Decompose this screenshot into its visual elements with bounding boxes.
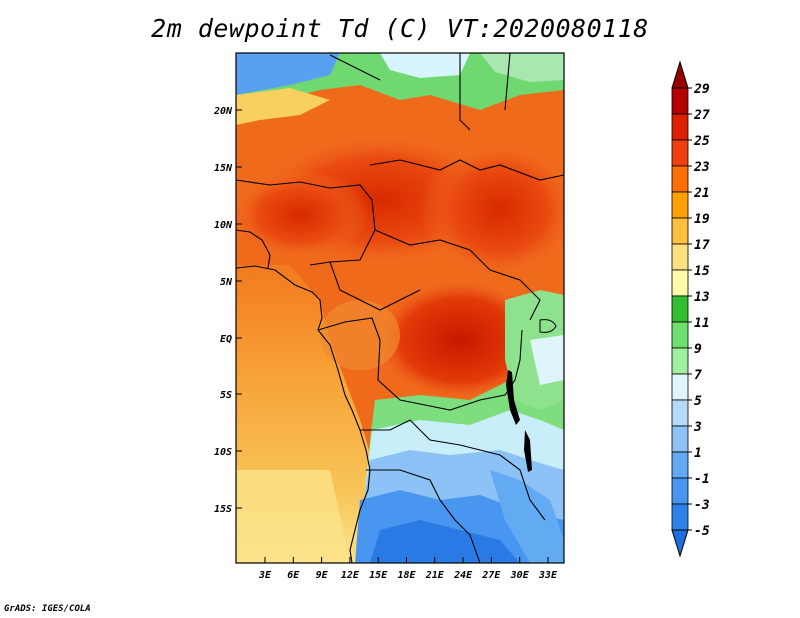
lat-label: 20N	[213, 106, 233, 117]
credit-label: GrADS: IGES/COLA	[4, 604, 91, 614]
colorbar-label: 11	[694, 316, 710, 331]
colorbar-swatch	[671, 243, 689, 271]
colorbar-label: 1	[694, 446, 702, 461]
colorbar-swatch	[671, 373, 689, 401]
lon-label: 33E	[538, 570, 558, 581]
longitude-axis: 3E 6E 9E 12E 15E 18E 21E 24E 27E 30E 33E	[258, 557, 558, 581]
colorbar-swatch	[671, 451, 689, 479]
colorbar-swatch	[671, 321, 689, 349]
colorbar-label: 19	[694, 212, 710, 227]
colorbar-label: 9	[694, 342, 702, 357]
colorbar-swatch	[671, 477, 689, 505]
lat-label: 15N	[214, 163, 233, 174]
colorbar-label: 23	[693, 160, 710, 175]
lon-label: 27E	[481, 570, 501, 581]
colorbar-cap-top	[671, 60, 689, 89]
colorbar-label: 15	[694, 264, 710, 279]
latitude-axis: 20N 15N 10N 5N EQ 5S 10S 15S	[213, 106, 242, 515]
lat-label: 5S	[220, 390, 232, 401]
dewpoint-field	[236, 53, 564, 563]
colorbar-swatch	[671, 139, 689, 167]
lon-label: 15E	[369, 570, 388, 581]
lon-label: 18E	[397, 570, 416, 581]
lat-label: 5N	[220, 277, 233, 288]
colorbar-label: -1	[694, 472, 710, 487]
colorbar-swatch	[671, 399, 689, 427]
lon-label: 21E	[425, 570, 445, 581]
lon-label: 12E	[341, 570, 360, 581]
lat-label: 10S	[214, 447, 232, 458]
lon-label: 24E	[453, 570, 473, 581]
colorbar-cap-bottom	[671, 529, 689, 558]
colorbar-label: -3	[694, 498, 710, 513]
lon-label: 9E	[316, 570, 329, 581]
map-title: 2m dewpoint Td (C) VT:2020080118	[151, 14, 649, 43]
lon-label: 3E	[258, 570, 272, 581]
colorbar-swatch	[671, 347, 689, 375]
colorbar-label: 25	[693, 134, 710, 149]
colorbar-swatch	[671, 87, 689, 115]
lon-label: 30E	[510, 570, 530, 581]
colorbar-label: 3	[693, 420, 702, 435]
colorbar-swatch	[671, 269, 689, 297]
colorbar-swatch	[671, 191, 689, 219]
lon-label: 6E	[287, 570, 300, 581]
colorbar-label: 13	[694, 290, 710, 305]
colorbar-label: 21	[693, 186, 710, 201]
lat-label: EQ	[220, 334, 232, 345]
colorbar-swatch	[671, 425, 689, 453]
map-frame	[235, 52, 565, 564]
colorbar-label: 5	[694, 394, 702, 409]
colorbar-swatch	[671, 503, 689, 531]
colorbar-swatch	[671, 113, 689, 141]
colorbar-swatch	[671, 217, 689, 245]
colorbar-swatch	[671, 165, 689, 193]
colorbar-label: 17	[694, 238, 710, 253]
lat-label: 15S	[214, 504, 232, 515]
colorbar-label: 27	[693, 108, 710, 123]
colorbar-label: -5	[694, 524, 710, 539]
colorbar-label: 7	[694, 368, 702, 383]
colorbar-swatch	[671, 295, 689, 323]
lat-label: 10N	[214, 220, 233, 231]
colorbar-label: 29	[693, 82, 710, 97]
